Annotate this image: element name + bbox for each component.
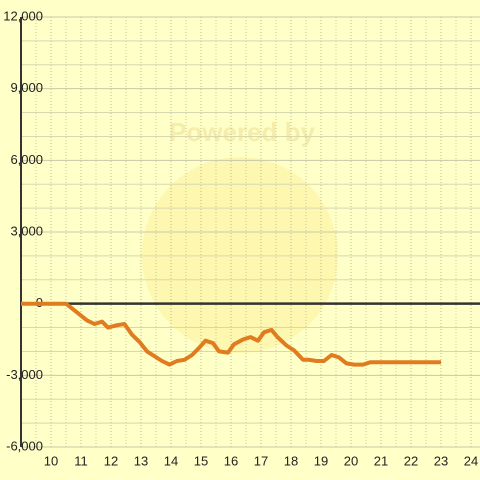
x-tick-label: 16: [224, 453, 238, 468]
watermark: Powered by: [169, 117, 315, 147]
x-tick-label: 12: [104, 453, 118, 468]
y-tick-label: -3,000: [6, 367, 43, 382]
x-tick-label: 19: [314, 453, 328, 468]
x-tick-label: 20: [344, 453, 358, 468]
y-tick-label: 12,000: [3, 8, 43, 23]
x-tick-label: 17: [254, 453, 268, 468]
x-tick-label: 13: [134, 453, 148, 468]
x-tick-label: 23: [434, 453, 448, 468]
x-tick-label: 21: [374, 453, 388, 468]
x-tick-label: 14: [164, 453, 178, 468]
data-line: [21, 301, 441, 367]
x-tick-label: 22: [404, 453, 418, 468]
y-tick-label: -6,000: [6, 438, 43, 453]
x-tick-label: 11: [74, 453, 88, 468]
x-tick-label: 15: [194, 453, 208, 468]
x-tick-label: 10: [44, 453, 58, 468]
y-tick-label: 9,000: [10, 80, 43, 95]
y-tick-label: 6,000: [10, 152, 43, 167]
y-tick-label: 3,000: [10, 223, 43, 238]
x-tick-label: 18: [284, 453, 298, 468]
x-tick-label: 24: [464, 453, 478, 468]
